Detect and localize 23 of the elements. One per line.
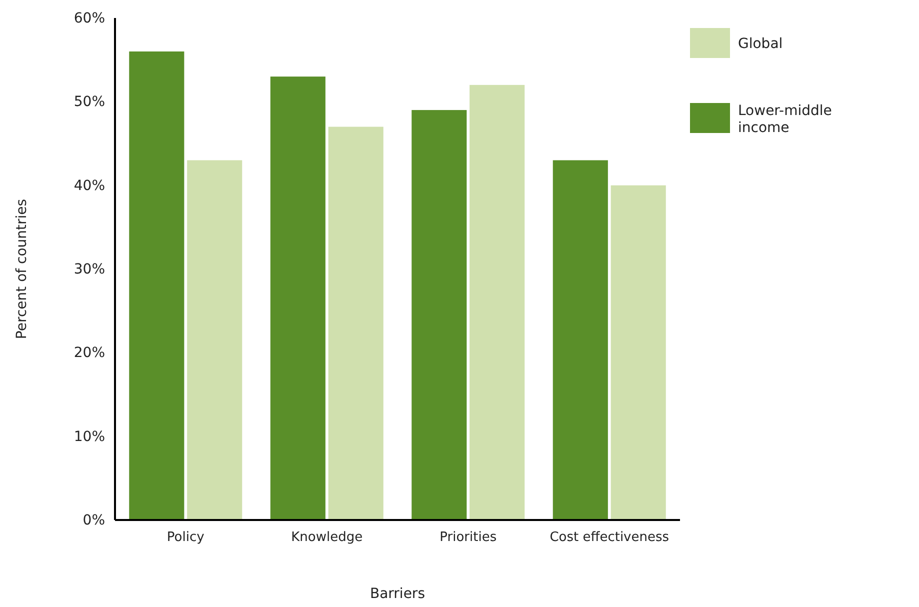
legend-label: Global — [738, 36, 783, 52]
bar — [470, 84, 525, 520]
x-tick-label: Priorities — [440, 530, 497, 546]
y-axis-title: Percent of countries — [14, 198, 30, 340]
legend-label: Lower-middle income — [738, 103, 832, 136]
bar — [187, 160, 242, 520]
y-tick-label: 0% — [82, 512, 105, 528]
x-tick-label: Cost effectiveness — [550, 530, 670, 546]
x-tick-label: Policy — [166, 530, 205, 546]
y-tick-label: 50% — [74, 94, 105, 110]
y-tick-label: 40% — [74, 178, 105, 194]
y-tick-label: 60% — [74, 10, 105, 26]
y-tick-label: 20% — [74, 345, 105, 362]
y-tick-label: 30% — [74, 261, 105, 278]
bar — [412, 110, 467, 520]
bar — [129, 51, 184, 520]
bar — [270, 76, 326, 520]
x-axis-title: Barriers — [370, 586, 426, 602]
bar — [328, 126, 384, 520]
bar — [610, 185, 666, 520]
x-tick-label: Knowledge — [291, 530, 363, 546]
y-tick-label: 10% — [74, 428, 105, 445]
bar — [552, 160, 608, 520]
